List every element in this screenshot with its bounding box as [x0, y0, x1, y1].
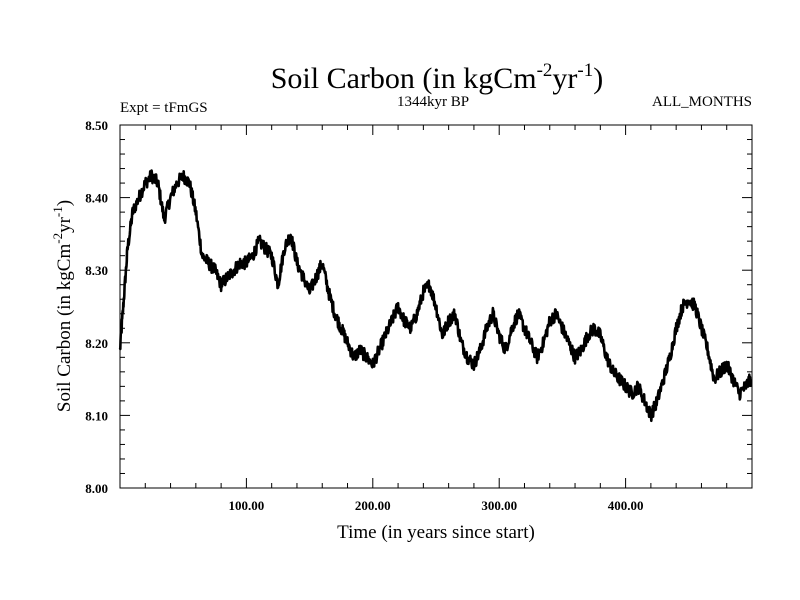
x-tick-label-300: 300.00 — [481, 498, 517, 513]
x-tick-label-400: 400.00 — [608, 498, 644, 513]
y-tick-label-8.10: 8.10 — [85, 408, 108, 423]
experiment-label: Expt = tFmGS — [120, 100, 208, 116]
x-tick-label-100: 100.00 — [229, 498, 265, 513]
x-tick-label-200: 200.00 — [355, 498, 391, 513]
y-axis-label-exp1: -2 — [50, 233, 65, 244]
chart-title-exp1: -2 — [537, 60, 553, 81]
series-line-soil-carbon — [118, 169, 752, 423]
x-axis-ticks: 100.00 200.00 300.00 400.00 — [144, 125, 728, 513]
y-tick-label-8.30: 8.30 — [85, 263, 108, 278]
y-tick-label-8.00: 8.00 — [85, 481, 108, 496]
y-axis-label-exp2: -1 — [50, 206, 65, 217]
y-axis-label-mid: yr — [54, 216, 75, 233]
y-tick-label-8.50: 8.50 — [85, 118, 108, 133]
chart-title-main: Soil Carbon (in kgCm — [271, 62, 537, 95]
y-axis-ticks: 8.00 8.10 8.20 8.30 8.40 8.50 — [85, 118, 752, 496]
x-axis-label: Time (in years since start) — [337, 522, 535, 543]
plot-frame — [119, 124, 753, 489]
y-axis-label: Soil Carbon (in kgCm-2yr-1) — [50, 200, 75, 412]
y-tick-label-8.20: 8.20 — [85, 336, 108, 351]
chart-title-exp2: -1 — [577, 60, 593, 81]
y-tick-label-8.40: 8.40 — [85, 191, 108, 206]
chart-title: Soil Carbon (in kgCm-2yr-1) — [271, 60, 604, 95]
months-label: ALL_MONTHS — [652, 94, 752, 110]
y-axis-label-close: ) — [54, 200, 75, 206]
chart-title-close: ) — [593, 62, 603, 95]
chart-title-mid: yr — [552, 62, 577, 95]
y-axis-label-main: Soil Carbon (in kgCm — [54, 244, 75, 413]
period-label: 1344kyr BP — [397, 94, 469, 110]
